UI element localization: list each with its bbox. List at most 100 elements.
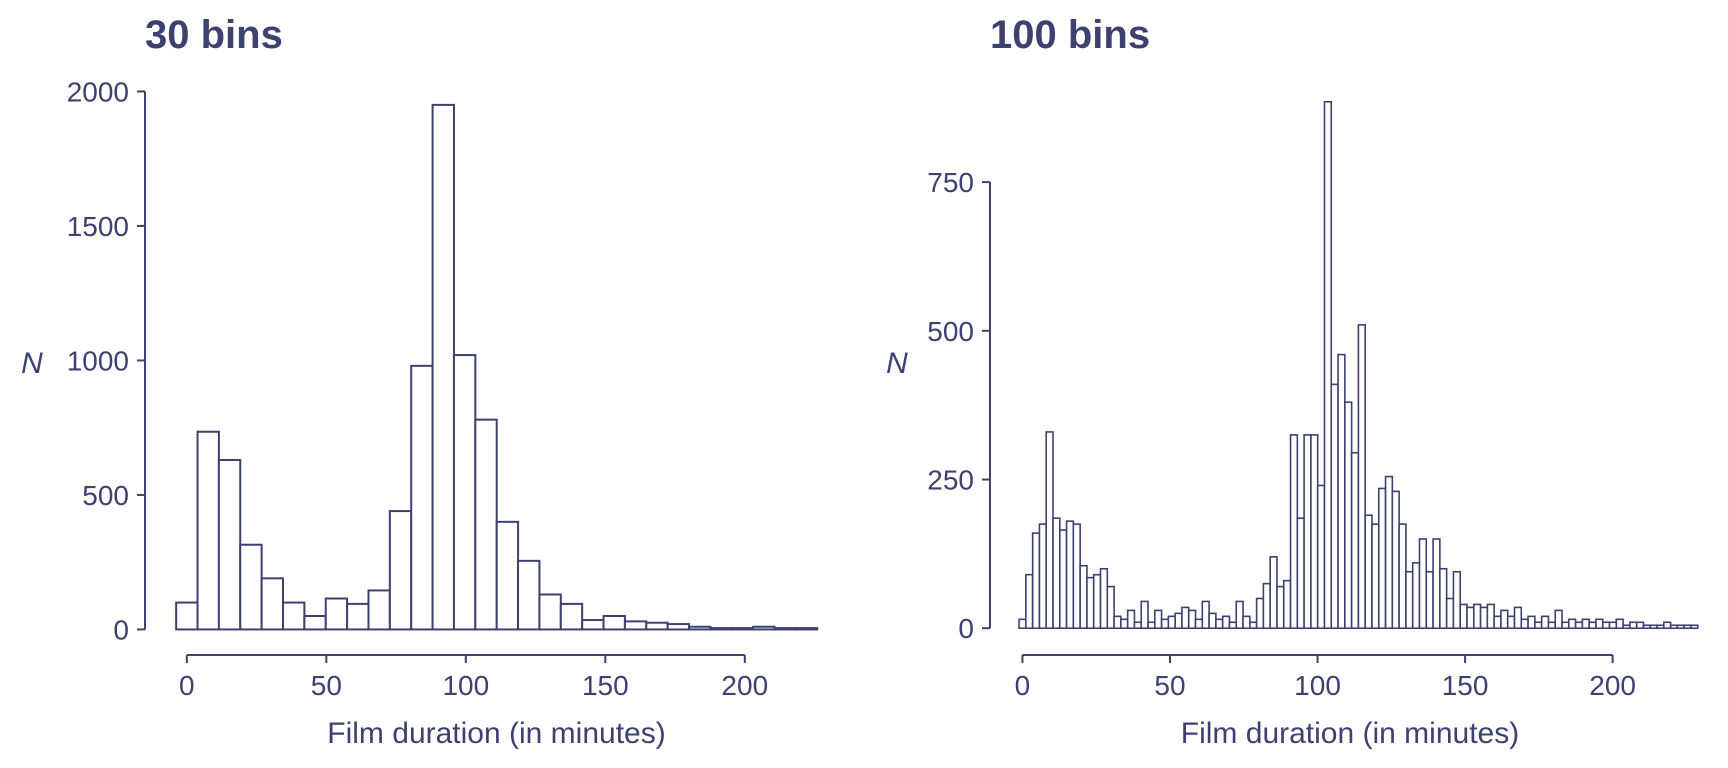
bar xyxy=(1099,567,1109,630)
bar xyxy=(175,601,199,631)
bar xyxy=(645,621,669,631)
bar xyxy=(1215,618,1224,630)
x-tick-label: 200 xyxy=(1589,670,1636,701)
bar xyxy=(1018,618,1027,630)
bar xyxy=(1500,609,1509,630)
bar xyxy=(1629,621,1638,630)
bar xyxy=(1676,624,1685,630)
bar xyxy=(1167,615,1176,630)
bar xyxy=(1513,606,1523,630)
x-tick-label: 0 xyxy=(179,670,195,701)
bar xyxy=(1649,624,1658,630)
y-tick-label: 2000 xyxy=(67,76,129,107)
bar xyxy=(1540,615,1550,630)
x-tick-label: 50 xyxy=(311,670,342,701)
bar xyxy=(581,619,605,631)
bar xyxy=(1683,624,1692,630)
x-axis-label: Film duration (in minutes) xyxy=(327,717,665,750)
bar xyxy=(1493,615,1502,630)
bar xyxy=(1608,621,1618,630)
bar xyxy=(1663,621,1672,630)
bar xyxy=(1595,618,1604,630)
bar xyxy=(1534,621,1543,630)
bars xyxy=(175,103,819,631)
bar xyxy=(474,418,498,631)
bar xyxy=(1601,621,1611,630)
bar xyxy=(1350,451,1360,630)
chart-panel-2: 100 bins 0 250 500 750 0 50 100 150 200 Film durat… xyxy=(886,13,1699,750)
bar xyxy=(431,103,455,631)
bar xyxy=(367,589,391,631)
bar xyxy=(1289,434,1299,630)
x-axis-label: Film duration (in minutes) xyxy=(1181,717,1519,750)
bar xyxy=(1547,621,1557,630)
bar xyxy=(1323,100,1333,630)
bar xyxy=(1106,585,1115,630)
bar xyxy=(1276,585,1285,630)
bar xyxy=(1411,561,1421,630)
bar xyxy=(1031,532,1041,630)
bar xyxy=(1479,606,1489,630)
bar xyxy=(1187,609,1197,630)
bar xyxy=(1391,490,1400,630)
y-axis-label: N xyxy=(886,347,908,380)
bar xyxy=(1466,606,1475,630)
bar xyxy=(346,602,370,631)
bar xyxy=(388,510,413,631)
bar xyxy=(1520,618,1529,630)
bar xyxy=(1425,570,1434,630)
bar xyxy=(1622,624,1631,630)
x-tick-label: 100 xyxy=(442,670,489,701)
bar xyxy=(623,620,648,631)
bar xyxy=(1377,487,1387,630)
bar xyxy=(1147,621,1156,630)
bar xyxy=(1344,401,1353,630)
bar xyxy=(1459,603,1468,630)
bar xyxy=(709,627,733,631)
bar xyxy=(196,430,220,631)
bar xyxy=(1581,618,1590,630)
bar xyxy=(1561,621,1570,630)
bar xyxy=(1574,621,1584,630)
bar xyxy=(1405,570,1414,630)
bar xyxy=(1079,564,1088,630)
bar xyxy=(1140,600,1149,630)
bar xyxy=(1174,612,1183,630)
x-tick-label: 150 xyxy=(1442,670,1489,701)
bar xyxy=(1181,606,1190,630)
x-tick-label: 0 xyxy=(1015,670,1031,701)
bar xyxy=(1439,567,1448,630)
bar xyxy=(538,593,562,631)
bar xyxy=(1242,615,1251,630)
bar xyxy=(1201,600,1210,630)
bar xyxy=(1045,431,1054,630)
bar xyxy=(1065,520,1075,630)
bar xyxy=(1255,597,1265,630)
bar xyxy=(1235,600,1244,630)
bar xyxy=(1194,618,1204,630)
y-tick-label: 250 xyxy=(927,465,974,496)
bar xyxy=(1160,618,1170,630)
bar xyxy=(666,623,691,631)
bar xyxy=(1669,624,1679,630)
x-tick-label: 50 xyxy=(1154,670,1185,701)
bar xyxy=(1133,621,1143,630)
bar xyxy=(1615,618,1624,630)
bar xyxy=(303,615,327,631)
y-tick-label: 750 xyxy=(927,167,974,198)
bar xyxy=(1072,523,1081,630)
bars xyxy=(1018,100,1699,630)
bar xyxy=(1058,529,1068,630)
bar xyxy=(1092,573,1102,630)
bar xyxy=(1432,538,1441,630)
x-tick-label: 200 xyxy=(721,670,768,701)
bar xyxy=(1249,621,1258,630)
bar xyxy=(1113,615,1122,630)
bar xyxy=(1282,579,1292,630)
bar xyxy=(1445,597,1455,630)
bar xyxy=(1208,612,1217,630)
bar xyxy=(1025,573,1034,630)
bar xyxy=(1398,523,1407,630)
bar xyxy=(559,602,584,631)
